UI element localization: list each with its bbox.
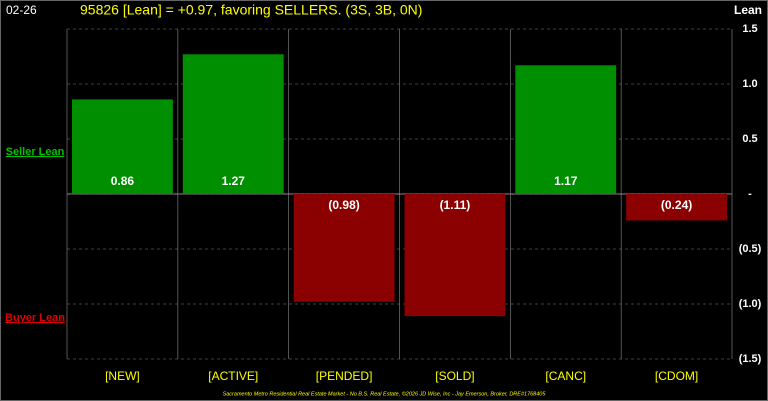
x-tick-label: [ACTIVE] bbox=[208, 369, 258, 383]
bar bbox=[626, 194, 728, 221]
y-tick-label: 0.5 bbox=[742, 133, 757, 145]
value-label: 0.86 bbox=[111, 174, 135, 188]
value-label: (0.98) bbox=[328, 198, 359, 212]
bar bbox=[293, 194, 395, 302]
y-axis-label: Lean bbox=[734, 3, 762, 17]
value-label: (0.24) bbox=[661, 198, 692, 212]
x-tick-label: [CDOM] bbox=[655, 369, 698, 383]
x-tick-label: [PENDED] bbox=[316, 369, 373, 383]
y-tick-label: 1.0 bbox=[742, 78, 757, 90]
seller-lean-label: Seller Lean bbox=[6, 146, 65, 158]
y-tick-label: (1.0) bbox=[739, 298, 762, 310]
y-tick-label: - bbox=[748, 188, 752, 200]
y-tick-label: (0.5) bbox=[739, 243, 762, 255]
value-label: 1.17 bbox=[554, 174, 578, 188]
buyer-lean-label: Buyer Lean bbox=[5, 312, 65, 324]
y-tick-label: (1.5) bbox=[739, 353, 762, 365]
value-label: (1.11) bbox=[440, 198, 471, 212]
y-tick-label: 1.5 bbox=[742, 23, 757, 35]
x-tick-label: [CANC] bbox=[545, 369, 586, 383]
chart-title: 95826 [Lean] = +0.97, favoring SELLERS. … bbox=[80, 2, 422, 18]
bar bbox=[404, 194, 506, 317]
x-tick-label: [SOLD] bbox=[435, 369, 474, 383]
date-label: 02-26 bbox=[6, 3, 37, 17]
bar bbox=[71, 99, 173, 194]
bar bbox=[515, 65, 617, 194]
value-label: 1.27 bbox=[222, 174, 246, 188]
footer: Sacramento Metro Residential Real Estate… bbox=[223, 390, 547, 397]
x-tick-label: [NEW] bbox=[105, 369, 140, 383]
bar bbox=[182, 54, 284, 194]
